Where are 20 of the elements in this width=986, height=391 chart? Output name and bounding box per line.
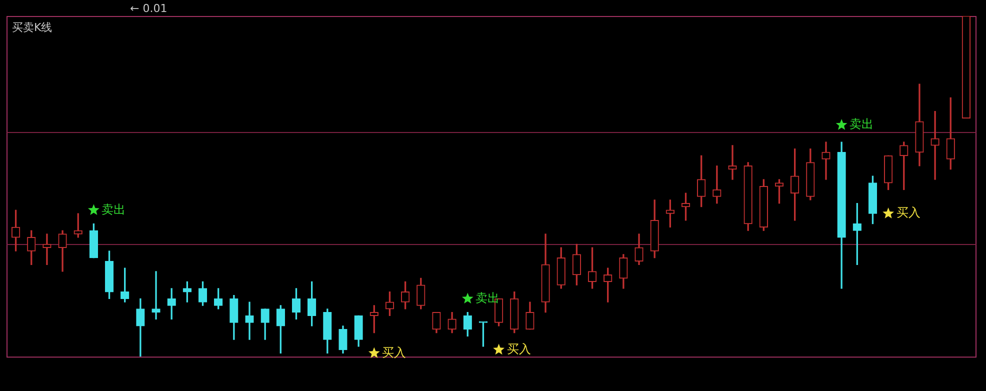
text: ← 0.01 (130, 2, 168, 15)
candlestick (42, 234, 52, 265)
text: 卖出 (850, 117, 874, 132)
candlestick (822, 142, 830, 180)
point (882, 208, 894, 218)
candlestick (728, 145, 737, 180)
candlestick (152, 271, 160, 320)
series-label: 卖出 (102, 202, 126, 216)
text: 卖出 (476, 290, 500, 305)
chart-title: 买卖K线 (12, 21, 52, 34)
point (88, 204, 100, 215)
candlestick (930, 111, 940, 180)
point (368, 347, 380, 358)
point (462, 292, 474, 304)
text: 买入 (506, 342, 531, 356)
point (836, 118, 848, 130)
point (493, 344, 504, 355)
series-label: 买入 (896, 206, 920, 220)
text: 买入 (382, 345, 406, 360)
candlestick (245, 302, 254, 340)
